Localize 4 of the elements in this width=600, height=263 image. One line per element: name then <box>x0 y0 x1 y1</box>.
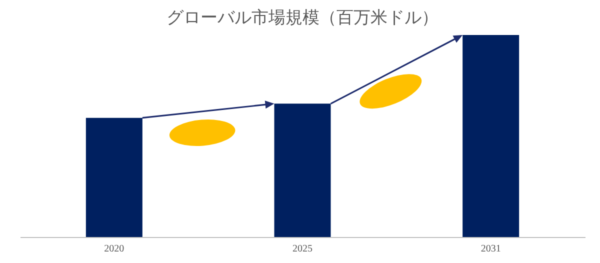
x-tick-label: 2031 <box>480 244 501 254</box>
x-tick-label: 2020 <box>104 244 124 254</box>
x-tick-label: 2025 <box>292 244 312 254</box>
chart-title: グローバル市場規模（百万米ドル） <box>166 8 438 28</box>
